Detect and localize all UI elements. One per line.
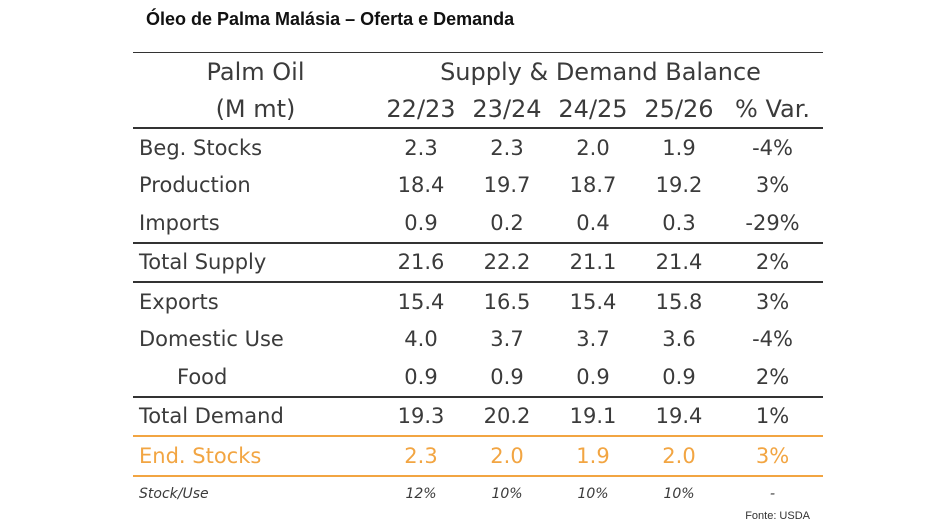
supply-demand-table-container: Palm Oil Supply & Demand Balance (M mt) … (133, 52, 824, 511)
column-header: 22/23 (378, 90, 464, 129)
table-row: Exports 15.4 16.5 15.4 15.8 3% (133, 282, 823, 321)
table-cell: 1.9 (550, 435, 636, 477)
supply-demand-table: Palm Oil Supply & Demand Balance (M mt) … (133, 52, 824, 511)
table-cell: 12% (405, 485, 437, 502)
table-cell: 18.4 (397, 173, 445, 198)
table-row-total-supply: Total Supply 21.6 22.2 21.1 21.4 2% (133, 241, 824, 283)
row-label: End. Stocks (133, 435, 378, 477)
table-cell: 19.3 (378, 395, 464, 436)
table-row-stock-use: Stock/Use 12% 10% 10% 10% - (133, 476, 823, 511)
table-cell: 3% (755, 173, 790, 198)
header-row-1: Palm Oil Supply & Demand Balance (133, 53, 823, 91)
table-cell: 21.1 (550, 241, 636, 283)
table-cell: 3.7 (490, 327, 524, 352)
row-label: Stock/Use (139, 485, 209, 502)
header-commodity: Palm Oil (206, 57, 305, 86)
table-cell: 18.7 (569, 173, 617, 198)
table-cell: 2.3 (490, 135, 524, 160)
table-cell: 0.3 (662, 210, 696, 235)
table-cell: 0.2 (490, 210, 524, 235)
header-unit: (M mt) (133, 90, 378, 129)
table-cell: 0.9 (490, 364, 524, 389)
table-cell: 2.0 (636, 435, 722, 477)
column-header: 23/24 (464, 90, 550, 129)
table-cell: 19.7 (483, 173, 531, 198)
row-label: Production (139, 173, 251, 198)
row-label: Exports (139, 289, 219, 314)
table-cell: -4% (752, 135, 793, 160)
table-cell: 10% (663, 485, 695, 502)
table-cell: 0.9 (404, 210, 438, 235)
table-row-end-stocks: End. Stocks 2.3 2.0 1.9 2.0 3% (133, 435, 824, 477)
column-header: 24/25 (550, 90, 636, 129)
table-cell: -29% (745, 210, 800, 235)
table-row: Domestic Use 4.0 3.7 3.7 3.6 -4% (133, 321, 823, 359)
header-balance: Supply & Demand Balance (440, 57, 761, 86)
row-label: Beg. Stocks (139, 135, 263, 160)
table-cell: 1% (722, 395, 824, 436)
row-label: Total Supply (133, 241, 378, 283)
table-cell: 2.3 (378, 435, 464, 477)
table-cell: 2.3 (404, 135, 438, 160)
table-cell: 3% (755, 289, 790, 314)
table-cell: 3.6 (662, 327, 696, 352)
row-label: Food (177, 364, 228, 389)
row-label: Imports (139, 210, 220, 235)
table-cell: 15.8 (655, 289, 703, 314)
column-header: % Var. (722, 90, 824, 129)
table-cell: - (769, 485, 776, 502)
table-cell: 2.0 (464, 435, 550, 477)
column-header: 25/26 (636, 90, 722, 129)
table-cell: 3% (722, 435, 824, 477)
table-row: Beg. Stocks 2.3 2.3 2.0 1.9 -4% (133, 128, 823, 167)
row-label: Total Demand (133, 395, 378, 436)
table-cell: 19.4 (636, 395, 722, 436)
table-cell: 19.2 (655, 173, 703, 198)
table-cell: 2% (755, 364, 790, 389)
table-cell: 0.4 (576, 210, 610, 235)
table-cell: 4.0 (404, 327, 438, 352)
table-cell: 2% (722, 241, 824, 283)
table-cell: 15.4 (569, 289, 617, 314)
table-cell: 10% (577, 485, 609, 502)
table-title: Óleo de Palma Malásia – Oferta e Demanda (146, 9, 515, 29)
table-row-total-demand: Total Demand 19.3 20.2 19.1 19.4 1% (133, 395, 824, 436)
table-cell: 10% (491, 485, 523, 502)
header-row-2: (M mt) 22/23 23/24 24/25 25/26 % Var. (133, 90, 824, 129)
table-cell: 20.2 (464, 395, 550, 436)
table-cell: 22.2 (464, 241, 550, 283)
table-cell: 19.1 (550, 395, 636, 436)
table-cell: 3.7 (576, 327, 610, 352)
table-cell: 1.9 (662, 135, 696, 160)
source-note: Fonte: USDA (745, 510, 810, 522)
table-cell: 16.5 (483, 289, 531, 314)
table-row: Food 0.9 0.9 0.9 0.9 2% (133, 358, 823, 397)
row-label: Domestic Use (139, 327, 284, 352)
table-cell: 2.0 (576, 135, 610, 160)
table-cell: 0.9 (662, 364, 696, 389)
table-cell: 21.4 (636, 241, 722, 283)
table-cell: 0.9 (404, 364, 438, 389)
table-cell: -4% (752, 327, 793, 352)
table-cell: 15.4 (397, 289, 445, 314)
table-cell: 21.6 (378, 241, 464, 283)
table-row: Production 18.4 19.7 18.7 19.2 3% (133, 167, 823, 205)
table-cell: 0.9 (576, 364, 610, 389)
table-row: Imports 0.9 0.2 0.4 0.3 -29% (133, 204, 823, 243)
